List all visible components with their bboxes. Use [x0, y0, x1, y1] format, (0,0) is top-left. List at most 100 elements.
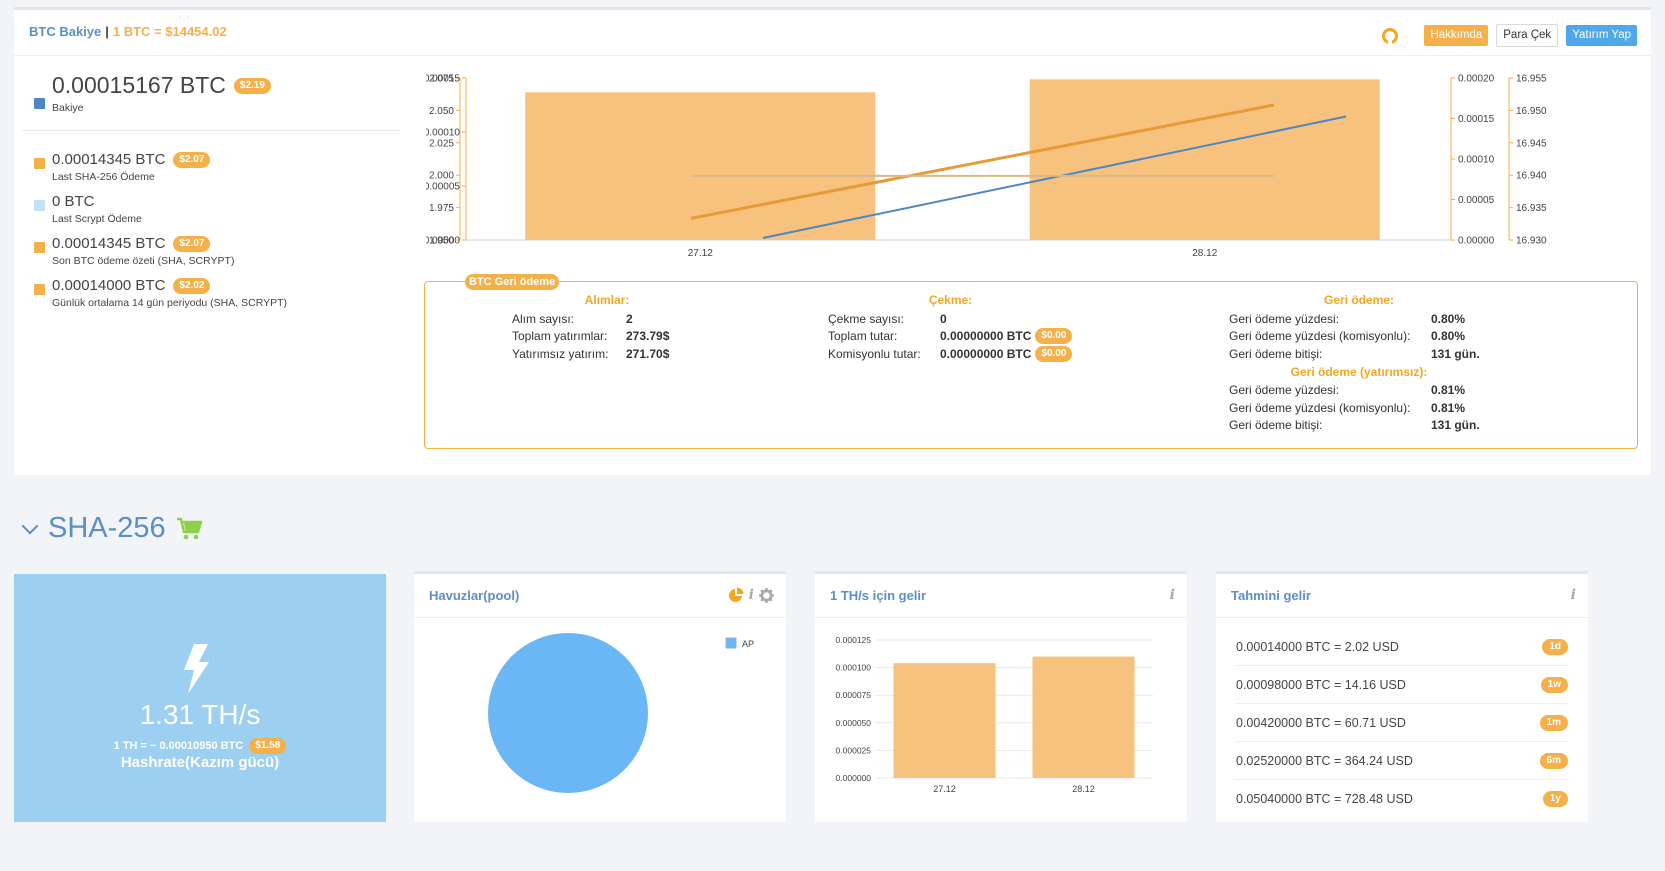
row-key: Yatırımsız yatırım: [512, 346, 609, 361]
balance-label: Son BTC ödeme özeti (SHA, SCRYPT) [52, 255, 235, 267]
balance-label: Last SHA-256 Ödeme [52, 171, 155, 183]
invest-button[interactable]: Yatırım Yap [1566, 25, 1637, 46]
bar [1029, 79, 1380, 241]
github-icon[interactable] [1382, 27, 1399, 44]
pool-pie-chart: AP [488, 633, 754, 793]
card-header: Tahmini gelir i [1216, 574, 1588, 618]
btc-price: 1 BTC = $14454.02 [112, 24, 227, 39]
legend-label: AP [742, 639, 754, 649]
legend-swatch [725, 637, 737, 649]
card-header: Havuzlar(pool) i [414, 574, 786, 618]
row-key: Geri ödeme yüzdesi (komisyonlu): [1229, 329, 1411, 344]
usd-badge: $2.19 [233, 77, 271, 94]
panel-header: BTC Bakiye | 1 BTC = $14454.02 Hakkımda Pa… [14, 10, 1651, 56]
row-value: 0.00000000 BTC [940, 346, 1032, 361]
bar [1032, 656, 1135, 778]
balance-chart: 1.950 1.975 2.000 2.025 2.050 2.075 0.00000 0.0… [426, 74, 1547, 260]
payback-heading: Geri ödeme: [1323, 293, 1395, 307]
row-value: 0.81% [1431, 400, 1466, 415]
legend-square [34, 242, 45, 253]
row-key: Geri ödeme bitişi: [1229, 346, 1323, 361]
refund-title: BTC Geri ödeme [465, 274, 560, 290]
legend-square [34, 98, 45, 109]
card-title: Tahmini gelir [1231, 588, 1311, 603]
hashrate-label: Hashrate(Kazım gücü) [120, 754, 280, 771]
purchase-row: Alım sayısı: 2 [512, 310, 712, 328]
info-icon[interactable]: i [1169, 587, 1175, 603]
balance-item-main: 0.00015167 BTC $2.19 Bakiye [34, 72, 426, 114]
withdrawals-heading: Çekme: [928, 293, 973, 307]
tick-label: 2.025 [429, 138, 454, 149]
balance-label: Günlük ortalama 14 gün periyodu (SHA, SC… [52, 297, 287, 309]
estimate-card: Tahmini gelir i 0.00014000 BTC = 2.02 US… [1216, 571, 1588, 822]
tick-label: 0.00005 [1458, 195, 1495, 206]
row-value: 0 [940, 311, 947, 326]
row-key: Geri ödeme yüzdesi: [1229, 383, 1340, 398]
chevron-down-icon[interactable] [21, 517, 39, 534]
tick-label: 16.940 [1516, 171, 1547, 182]
tick-label: 0.00000 [1458, 236, 1495, 247]
card-title: Havuzlar(pool) [429, 588, 520, 603]
info-icon[interactable]: i [748, 587, 754, 603]
hashrate-card: 1.31 TH/s 1 TH = ~ 0.00010950 BTC $1.58 … [14, 574, 386, 822]
row-value: 2 [626, 311, 633, 326]
payback-row: Geri ödeme bitişi: 131 gün. [1229, 345, 1529, 363]
income-bar-chart: 0.000000 0.000025 0.000050 0.000075 0.000100… [836, 635, 1153, 794]
payback-row: Geri ödeme bitişi: 131 gün. [1229, 417, 1529, 435]
row-value: 0.81% [1431, 383, 1466, 398]
x-tick-label: 27.12 [688, 248, 713, 259]
row-key: Komisyonlu tutar: [828, 346, 921, 361]
rate-text: 1 TH = ~ 0.00010950 BTC [113, 740, 244, 752]
cart-icon[interactable] [176, 517, 204, 541]
row-key: Çekme sayısı: [828, 311, 905, 326]
withdrawal-row: Çekme sayısı: 0 [828, 310, 1098, 328]
payback-row: Geri ödeme yüzdesi: 0.81% [1229, 382, 1529, 400]
balance-value: 0.00014345 BTC [52, 235, 166, 252]
period-badge: 1m [1539, 714, 1568, 731]
estimate-row: 0.02520000 BTC = 364.24 USD 6m [1236, 742, 1568, 780]
purchase-row: Toplam yatırımlar: 273.79$ [512, 328, 712, 346]
legend-square [34, 158, 45, 169]
withdrawal-row: Toplam tutar: 0.00000000 BTC $0.00 [828, 328, 1098, 346]
row-value: 0.80% [1431, 311, 1466, 326]
tick-label: 1.950 [429, 236, 454, 247]
withdraw-button[interactable]: Para Çek [1496, 24, 1559, 47]
pie-slice [488, 633, 648, 793]
section-header[interactable]: SHA-256 [18, 512, 204, 545]
purchases-column: Alımlar: Alım sayısı: 2 Toplam yatırımlar… [512, 293, 712, 363]
estimate-row: 0.00098000 BTC = 14.16 USD 1w [1236, 666, 1568, 704]
legend-square [34, 200, 45, 211]
card-header: 1 TH/s için gelir i [815, 574, 1187, 618]
divider [22, 130, 400, 131]
info-icon[interactable]: i [1570, 587, 1576, 603]
card-icons: i [1170, 587, 1175, 603]
row-key: Alım sayısı: [512, 311, 575, 326]
refund-box: BTC Geri ödeme Alımlar: Alım sayısı: 2 To… [424, 274, 1638, 449]
estimate-text: 0.02520000 BTC = 364.24 USD [1236, 753, 1413, 768]
balance-label: Bakiye [52, 102, 84, 114]
tick-label: 0.000075 [836, 690, 872, 700]
row-value: 273.79$ [626, 329, 670, 344]
row-key: Geri ödeme yüzdesi (komisyonlu): [1229, 400, 1411, 415]
purchase-row: Yatırımsız yatırım: 271.70$ [512, 345, 712, 363]
period-badge: 6m [1539, 752, 1568, 769]
balance-item-summary: 0.00014345 BTC $2.07 Son BTC ödeme özeti … [34, 235, 426, 267]
tick-label: 0.000025 [836, 745, 872, 755]
tick-label: 16.950 [1516, 106, 1547, 117]
tick-label: 16.935 [1516, 203, 1547, 214]
row-key: Toplam yatırımlar: [512, 329, 608, 344]
bar [893, 663, 996, 778]
balance-label: Last Scrypt Ödeme [52, 213, 142, 225]
balance-list: 0.00015167 BTC $2.19 Bakiye 0.00014345 BT… [22, 72, 426, 309]
pie-chart-icon[interactable] [728, 587, 744, 603]
estimate-row: 0.05040000 BTC = 728.48 USD 1y [1236, 780, 1568, 818]
about-button[interactable]: Hakkımda [1424, 25, 1489, 46]
withdrawal-row: Komisyonlu tutar: 0.00000000 BTC $0.00 [828, 345, 1098, 363]
gear-icon[interactable] [759, 587, 774, 603]
row-value: 0.80% [1431, 329, 1466, 344]
tick-label: 0.00015 [426, 74, 460, 85]
brand-title: BTC Bakiye | 1 BTC = $14454.02 [29, 24, 227, 39]
x-tick-label: 28.12 [1192, 248, 1217, 259]
usd-badge: $2.02 [173, 277, 211, 294]
estimate-text: 0.00014000 BTC = 2.02 USD [1236, 639, 1399, 654]
